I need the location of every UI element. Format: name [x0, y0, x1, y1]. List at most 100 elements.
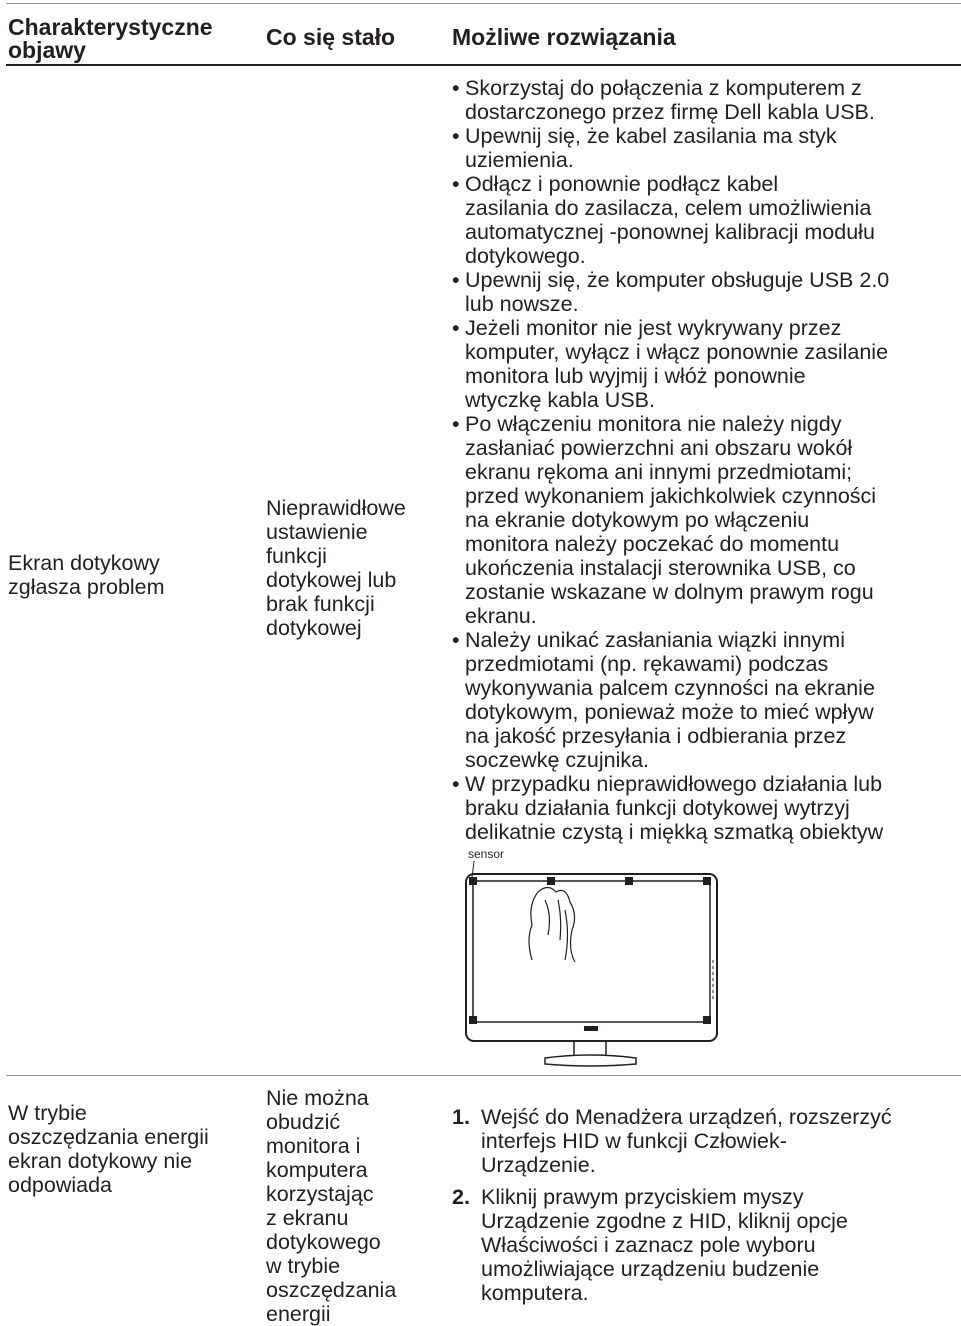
header-text: Charakterystyczne: [8, 14, 213, 40]
step-text: Wejść do Menadżera urządzeń, rozszerzyć: [481, 1105, 892, 1129]
header-text: Możliwe rozwiązania: [452, 24, 676, 50]
cause-text: z ekranu: [266, 1206, 349, 1230]
solution-text: braku działania funkcji dotykowej wytrzy…: [465, 796, 850, 820]
bullet: •: [452, 172, 460, 196]
bullet-item: • Upewnij się, że kabel zasilania ma styk…: [452, 124, 889, 172]
solution-text: lub nowsze.: [465, 292, 579, 316]
cause-text: monitora i: [266, 1134, 361, 1158]
cause-text: dotykowej: [266, 616, 362, 640]
solution-text: komputer, wyłącz i włącz ponownie zasila…: [465, 340, 889, 364]
step-item: 2. Kliknij prawym przyciskiem myszy Urządz…: [452, 1185, 892, 1305]
solution-text: na jakość przesyłania i odbierania przez: [465, 724, 847, 748]
cause-cell: Nieprawidłowe ustawienie funkcji dotykowej …: [266, 496, 406, 640]
solution-text: wtyczkę kabla USB.: [465, 388, 655, 412]
step-number: 1.: [452, 1105, 470, 1129]
solution-text: Należy unikać zasłaniania wiązki innymi: [465, 628, 845, 652]
cause-text: funkcji: [266, 544, 327, 568]
cause-text: dotykowej lub: [266, 568, 397, 592]
symptom-text: ekran dotykowy nie: [8, 1149, 193, 1173]
solution-text: zostanie wskazane w dolnym prawym rogu: [465, 580, 874, 604]
bullet: •: [452, 772, 460, 796]
cause-text: dotykowego: [266, 1230, 381, 1254]
solution-text: dostarczonego przez firmę Dell kabla USB…: [465, 100, 875, 124]
solution-text: wykonywania palcem czynności na ekranie: [465, 676, 875, 700]
bullet-item: • Skorzystaj do połączenia z komputerem z…: [452, 76, 889, 124]
bullet-item: • Należy unikać zasłaniania wiązki innymi…: [452, 628, 889, 772]
solution-text: Po włączeniu monitora nie należy nigdy: [465, 412, 842, 436]
cause-text: korzystając: [266, 1182, 374, 1206]
solution-text: Odłącz i ponownie podłącz kabel: [465, 172, 779, 196]
cause-text: oszczędzania: [266, 1278, 397, 1302]
header-cell: Charakterystyczne objawy: [8, 16, 213, 62]
step-number: 2.: [452, 1185, 470, 1209]
solution-text: ekranu rękoma ani innymi przedmiotami;: [465, 460, 853, 484]
solution-text: dotykowego.: [465, 244, 586, 268]
solution-text: Skorzystaj do połączenia z komputerem z: [465, 76, 862, 100]
bullet-item: • Upewnij się, że komputer obsługuje USB …: [452, 268, 889, 316]
solution-text: automatycznej -ponownej kalibracji moduł…: [465, 220, 875, 244]
solution-text: ukończenia instalacji sterownika USB, co: [465, 556, 856, 580]
steps-cell: 1. Wejść do Menadżera urządzeń, rozszerzy…: [452, 1105, 892, 1313]
bullet: •: [452, 76, 460, 100]
symptom-text: Ekran dotykowy: [8, 551, 160, 575]
cause-text: brak funkcji: [266, 592, 375, 616]
step-text: komputera.: [481, 1281, 589, 1305]
header-text: objawy: [8, 37, 86, 63]
row-rule: [6, 1075, 961, 1076]
solution-text: przedmiotami (np. rękawami) podczas: [465, 652, 829, 676]
solution-text: dotykowym, ponieważ może to mieć wpływ: [465, 700, 874, 724]
bullet: •: [452, 628, 460, 652]
symptom-cell: W trybie oszczędzania energii ekran dotyko…: [8, 1101, 209, 1197]
step-text: Właściwości i zaznacz pole wyboru: [481, 1233, 816, 1257]
solution-text: na ekranie dotykowym po włączeniu: [465, 508, 810, 532]
step-text: umożliwiające urządzeniu budzenie: [481, 1257, 820, 1281]
figure-label: sensor: [468, 847, 504, 861]
symptom-text: zgłasza problem: [8, 575, 165, 599]
cause-text: Nie można: [266, 1086, 369, 1110]
header-cell: Możliwe rozwiązania: [452, 26, 676, 49]
solution-text: zasilania do zasilacza, celem umożliwien…: [465, 196, 872, 220]
cause-text: komputera: [266, 1158, 368, 1182]
cause-text: w trybie: [266, 1254, 341, 1278]
symptom-text: oszczędzania energii: [8, 1125, 209, 1149]
step-text: Urządzenie zgodne z HID, kliknij opcje: [481, 1209, 848, 1233]
step-text: Urządzenie.: [481, 1153, 596, 1177]
solution-text: zasłaniać powierzchni ani obszaru wokół: [465, 436, 853, 460]
header-cell: Co się stało: [266, 26, 395, 49]
cause-text: ustawienie: [266, 520, 368, 544]
solution-text: uziemienia.: [465, 148, 574, 172]
bullet-item: • Jeżeli monitor nie jest wykrywany przez…: [452, 316, 889, 412]
solution-text: Upewnij się, że komputer obsługuje USB 2…: [465, 268, 890, 292]
bullet: •: [452, 268, 460, 292]
solution-text: przed wykonaniem jakichkolwiek czynności: [465, 484, 877, 508]
solution-text: monitora lub wyjmij i włóż ponownie: [465, 364, 806, 388]
step-text: interfejs HID w funkcji Człowiek-: [481, 1129, 787, 1153]
header-text: Co się stało: [266, 24, 396, 50]
step-item: 1. Wejść do Menadżera urządzeń, rozszerzy…: [452, 1105, 892, 1177]
cause-cell: Nie można obudzić monitora i komputera korzy…: [266, 1086, 396, 1326]
solution-text: monitora należy poczekać do momentu: [465, 532, 840, 556]
solution-text: soczewkę czujnika.: [465, 748, 650, 772]
cause-text: energii: [266, 1302, 331, 1326]
top-rule: [6, 3, 961, 4]
bullet: •: [452, 316, 460, 340]
bullet-item: • Odłącz i ponownie podłącz kabel zasilani…: [452, 172, 889, 268]
solution-text: ekranu.: [465, 604, 537, 628]
cause-text: Nieprawidłowe: [266, 496, 406, 520]
solutions-cell: • Skorzystaj do połączenia z komputerem z…: [452, 76, 889, 844]
step-text: Kliknij prawym przyciskiem myszy: [481, 1185, 804, 1209]
symptom-cell: Ekran dotykowy zgłasza problem: [8, 551, 165, 599]
bullet: •: [452, 412, 460, 436]
solution-text: delikatnie czystą i miękką szmatką obiek…: [465, 820, 884, 844]
header-rule: [6, 64, 961, 66]
bullet: •: [452, 124, 460, 148]
solution-text: W przypadku nieprawidłowego działania lu…: [465, 772, 883, 796]
symptom-text: odpowiada: [8, 1173, 113, 1197]
bullet-item: • Po włączeniu monitora nie należy nigdy z…: [452, 412, 889, 628]
solution-text: Jeżeli monitor nie jest wykrywany przez: [465, 316, 842, 340]
symptom-text: W trybie: [8, 1101, 87, 1125]
solution-text: Upewnij się, że kabel zasilania ma styk: [465, 124, 837, 148]
bullet-item: • W przypadku nieprawidłowego działania l…: [452, 772, 889, 844]
